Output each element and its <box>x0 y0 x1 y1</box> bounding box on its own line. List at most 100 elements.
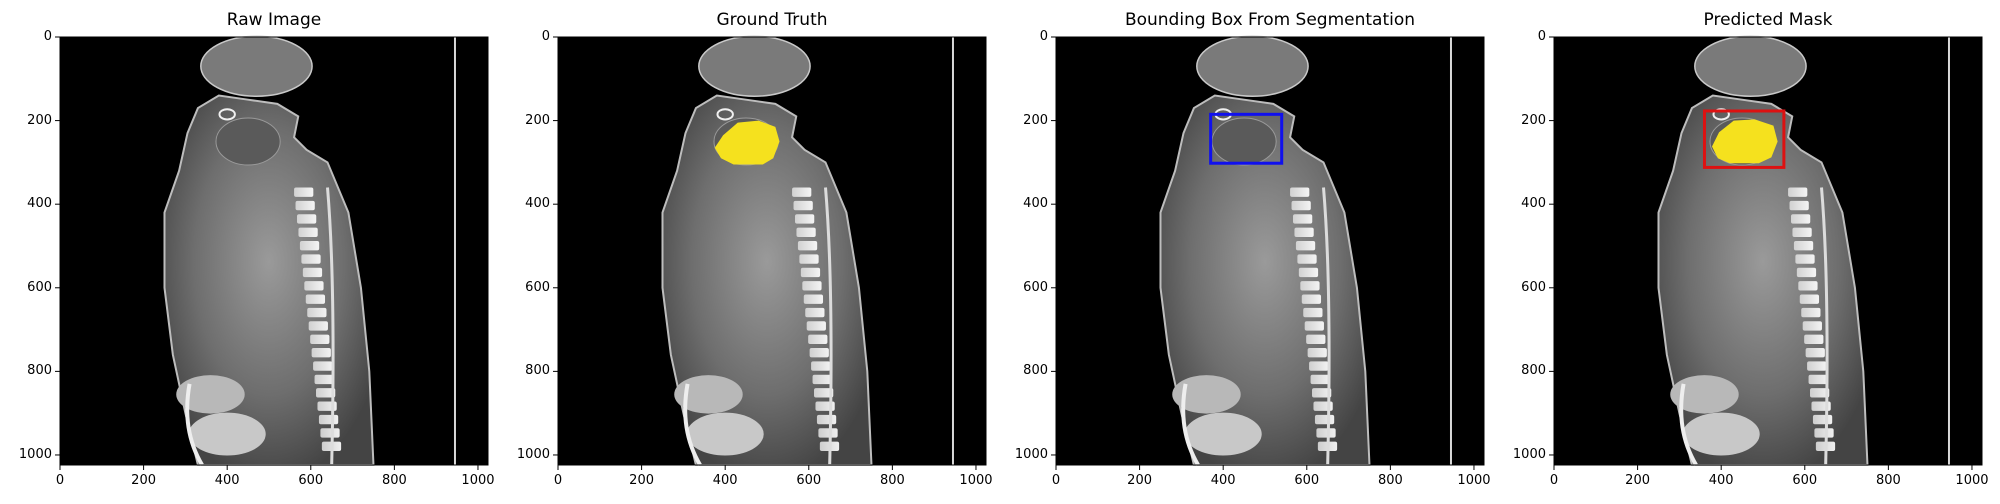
lower-organ <box>1184 412 1262 456</box>
bright-ring <box>1712 108 1730 121</box>
vertebra <box>1814 428 1834 438</box>
vertebra <box>298 227 318 238</box>
vertebra <box>797 240 818 251</box>
segmentation-bounding-box <box>1209 112 1284 165</box>
vertebra <box>302 267 323 278</box>
ground-truth-mask <box>714 120 780 165</box>
vertebra <box>1788 187 1808 197</box>
lower-organ <box>1682 412 1760 456</box>
y-tick-label: 200 <box>1023 112 1048 128</box>
vertebra <box>1298 267 1319 278</box>
y-tick-label: 0 <box>1537 29 1546 44</box>
y-tick-label: 600 <box>27 279 52 295</box>
y-tick-label: 0 <box>43 29 52 44</box>
vertebra <box>805 307 825 318</box>
vertebra <box>1304 321 1324 331</box>
vertebra <box>796 227 816 238</box>
vertebra <box>793 200 813 211</box>
x-tick-label: 800 <box>1875 473 1901 488</box>
vertebra <box>314 374 334 385</box>
vertebra <box>1316 428 1336 438</box>
vertebra <box>1802 321 1822 331</box>
vertebra <box>1793 240 1814 251</box>
y-tick-label: 800 <box>525 363 550 379</box>
vertebra <box>811 361 831 371</box>
vertebra <box>316 388 336 398</box>
x-tick-label: 1000 <box>1457 473 1491 488</box>
body-silhouette <box>163 94 375 466</box>
panel-title: Bounding Box From Segmentation <box>1124 10 1416 30</box>
vertebra <box>803 294 824 304</box>
vertebra <box>799 254 819 264</box>
y-tick-label: 800 <box>1521 363 1546 379</box>
head-region <box>200 35 313 97</box>
y-tick-label: 400 <box>1521 196 1546 212</box>
panel-2 <box>553 35 987 470</box>
rib-bone <box>1679 383 1698 467</box>
panel-title: Raw Image <box>226 10 322 30</box>
panel-4 <box>1549 35 1983 470</box>
vertebra <box>1812 414 1833 425</box>
x-tick-label: 200 <box>1625 473 1650 488</box>
y-tick-label: 1000 <box>516 446 550 462</box>
vertebra <box>1790 214 1811 224</box>
y-tick-label: 600 <box>1521 279 1546 295</box>
vertebra <box>1295 240 1316 251</box>
vertebra <box>304 281 324 291</box>
y-tick-label: 600 <box>525 279 550 295</box>
vertebra <box>307 307 327 318</box>
x-tick-label: 800 <box>381 473 407 488</box>
y-tick-label: 200 <box>525 112 550 128</box>
vertebra <box>296 214 317 224</box>
y-tick-label: 0 <box>1039 29 1048 44</box>
x-tick-label: 1000 <box>461 473 495 488</box>
x-tick-label: 400 <box>712 473 738 488</box>
x-tick-label: 0 <box>553 473 563 488</box>
vertebra <box>794 214 815 224</box>
x-tick-label: 400 <box>214 473 240 488</box>
axes-frame <box>1055 36 1485 466</box>
spinal-stripe <box>326 187 335 466</box>
vertebra <box>808 334 828 345</box>
x-tick-label: 800 <box>1377 473 1403 488</box>
vertebra <box>812 374 832 385</box>
vertebra <box>305 294 326 304</box>
y-tick-label: 1000 <box>1512 446 1546 462</box>
vertebra <box>1804 334 1824 345</box>
body-silhouette <box>1159 94 1371 466</box>
y-tick-label: 0 <box>541 29 550 44</box>
vertebra <box>1792 227 1812 238</box>
vertebra <box>318 414 339 425</box>
bright-ring <box>218 108 236 121</box>
vertebra <box>1306 334 1326 345</box>
body-silhouette <box>661 94 873 466</box>
lower-organ <box>674 375 743 414</box>
spinal-stripe <box>1820 187 1829 466</box>
rib-bone <box>1181 383 1200 467</box>
lower-organ <box>1172 375 1241 414</box>
organ-region <box>1211 117 1277 166</box>
vertebra <box>313 361 333 371</box>
vertebra <box>310 334 330 345</box>
y-tick-label: 800 <box>27 363 52 379</box>
vertebra <box>1807 361 1827 371</box>
vertebra <box>1307 347 1327 358</box>
vertebra <box>1303 307 1323 318</box>
vertebra <box>1798 281 1818 291</box>
vertebra <box>308 321 328 331</box>
spinal-stripe <box>1322 187 1331 466</box>
rib-bone <box>185 383 204 467</box>
y-tick-label: 600 <box>1023 279 1048 295</box>
axes-frame <box>557 36 987 466</box>
vertebra <box>1796 267 1817 278</box>
y-tick-label: 400 <box>525 196 550 212</box>
axes-frame <box>59 36 489 466</box>
vertebra <box>320 428 340 438</box>
organ-region <box>215 117 281 166</box>
head-region <box>698 35 811 97</box>
x-tick-label: 0 <box>1549 473 1559 488</box>
vertebra <box>814 388 834 398</box>
vertebra <box>1808 374 1828 385</box>
